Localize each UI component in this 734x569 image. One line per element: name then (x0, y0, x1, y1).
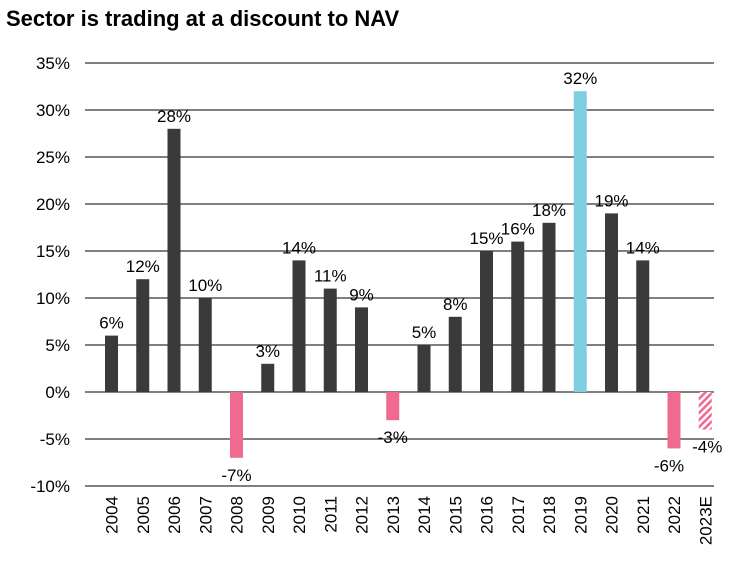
data-label: 12% (126, 257, 160, 276)
bar-2019 (573, 91, 587, 392)
x-tick-label: 2007 (196, 496, 215, 534)
x-tick-label: 2013 (384, 496, 403, 534)
bars (105, 91, 712, 458)
bar-2011 (323, 288, 337, 392)
data-label: -4% (692, 438, 722, 457)
data-label: 32% (563, 69, 597, 88)
bar-2004 (105, 335, 118, 392)
x-tick-label: 2006 (165, 496, 184, 534)
bar-2016 (480, 251, 493, 392)
data-label: -7% (221, 466, 251, 485)
data-label: 3% (255, 342, 280, 361)
bar-2020 (605, 213, 618, 392)
x-tick-label: 2019 (571, 496, 590, 534)
y-tick-label: 25% (36, 148, 70, 167)
x-tick-label: 2014 (415, 496, 434, 534)
data-label: 16% (501, 220, 535, 239)
x-tick-label: 2021 (634, 496, 653, 534)
y-tick-label: 35% (36, 54, 70, 73)
x-tick-label: 2020 (603, 496, 622, 534)
x-tick-label: 2016 (478, 496, 497, 534)
y-tick-label: 15% (36, 242, 70, 261)
x-tick-label: 2004 (103, 496, 122, 534)
bar-2005 (136, 279, 150, 392)
x-tick-label: 2022 (665, 496, 684, 534)
bar-2010 (292, 260, 306, 392)
data-label: 19% (594, 191, 628, 210)
bar-2006 (167, 128, 181, 393)
data-label: 28% (157, 107, 191, 126)
data-label: 5% (412, 323, 437, 342)
bar-2022 (667, 392, 681, 449)
data-label: 11% (314, 267, 347, 286)
bar-2008 (230, 392, 243, 458)
bar-2018 (542, 222, 556, 392)
y-tick-label: 0% (45, 383, 70, 402)
x-tick-label: 2005 (134, 496, 153, 534)
y-tick-label: -10% (30, 477, 70, 496)
data-label: -3% (378, 428, 408, 447)
data-label: 14% (282, 238, 316, 257)
data-label: 15% (469, 229, 503, 248)
data-label: 14% (626, 238, 660, 257)
data-labels: 6% 12% 28% 10% -7% 3% 14% 11%9% -3% 5% 8% 15%16%18%… (99, 69, 722, 485)
x-tick-label: 2011 (321, 496, 340, 533)
data-label: 10% (188, 276, 222, 295)
x-tick-label: 2015 (446, 496, 465, 534)
bar-2009 (261, 363, 275, 392)
x-axis-ticks: 2004 2005 2006 2007 2008 2009 2010 2011 2012 2013… (103, 496, 716, 545)
x-tick-label: 2023E (696, 496, 715, 545)
bar-2014 (417, 345, 431, 392)
bar-2013 (386, 392, 400, 421)
y-tick-label: 10% (36, 289, 70, 308)
y-axis-ticks: 35% 30% 25% 20% 15% 10% 5% 0% -5% -10% (30, 54, 70, 496)
x-tick-label: 2012 (353, 496, 372, 534)
bar-2012 (355, 307, 368, 392)
x-tick-label: 2009 (259, 496, 278, 534)
y-tick-label: 30% (36, 101, 70, 120)
bar-2017 (511, 241, 525, 392)
data-label: 18% (532, 201, 566, 220)
data-label: 8% (443, 295, 468, 314)
data-label: -6% (654, 456, 684, 475)
y-tick-label: 5% (45, 336, 70, 355)
y-tick-label: 20% (36, 195, 70, 214)
bar-2021 (636, 260, 650, 392)
x-tick-label: 2008 (228, 496, 247, 534)
x-tick-label: 2018 (540, 496, 559, 534)
data-label: 9% (349, 285, 374, 304)
y-tick-label: -5% (40, 430, 70, 449)
bar-2007 (198, 298, 212, 392)
bar-2023E (698, 392, 712, 430)
x-tick-label: 2010 (290, 496, 309, 534)
data-label: 6% (99, 314, 124, 333)
bar-2015 (448, 316, 462, 392)
chart-title: Sector is trading at a discount to NAV (6, 6, 400, 31)
x-tick-label: 2017 (509, 496, 528, 534)
